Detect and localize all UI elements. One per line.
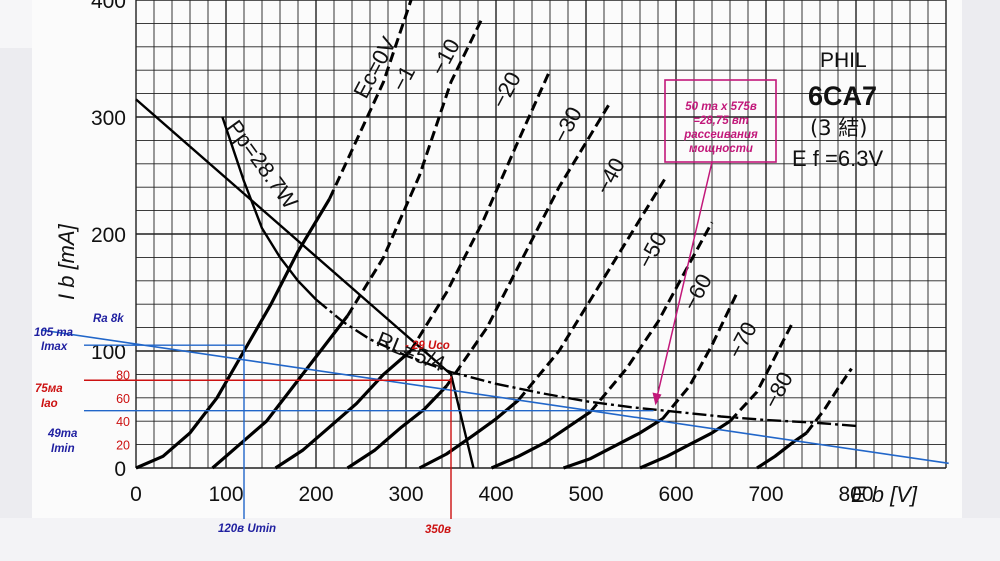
brand-label: PHIL — [820, 49, 867, 72]
dissipation-note-line-3: рассеивания — [683, 129, 758, 141]
dissipation-pointer-line — [654, 161, 713, 404]
x-axis-title: E b [V] — [851, 482, 918, 507]
imin-name-label: Imin — [51, 443, 75, 455]
imax-value-label: 105 ma — [34, 327, 74, 339]
y-axis-title: I b [mA] — [54, 223, 79, 300]
heater-voltage-label: E f =6.3V — [792, 146, 883, 171]
grid-curve-solid — [756, 431, 808, 470]
curve-label-ec-60: −60 — [677, 270, 717, 315]
blue-load-line — [40, 329, 949, 465]
curve-label-ec-40: −40 — [590, 154, 630, 199]
y-minor-tick-label: 40 — [116, 415, 130, 429]
y-tick-label: 300 — [91, 107, 126, 130]
x-tick-label: 300 — [388, 483, 423, 506]
y-minor-tick-label: 60 — [116, 392, 130, 406]
load-line — [135, 98, 475, 469]
tube-note-label: (3 結) — [810, 116, 867, 140]
bottom-margin — [0, 518, 1000, 561]
grid — [135, 0, 947, 469]
dissipation-curve-dashed — [315, 298, 857, 428]
dissipation-note-box — [664, 79, 777, 163]
grid-curve-dashed — [346, 16, 484, 317]
grid-curve-solid — [346, 384, 448, 470]
grid-curve-dashed — [517, 174, 669, 402]
y-tick-label: 200 — [91, 224, 126, 247]
grid-curve-solid — [562, 417, 664, 470]
dissipation-note-line-4: мощности — [689, 143, 753, 155]
grid-curve-dashed — [409, 69, 552, 352]
ra-label: Ra 8k — [93, 313, 124, 325]
tube-type-label: 6CA7 — [808, 81, 877, 111]
dissipation-curve-solid — [221, 116, 317, 301]
curve-label-ec-20: −20 — [486, 68, 526, 113]
y-tick-label: 400 — [91, 0, 126, 13]
x-tick-label: 400 — [478, 483, 513, 506]
grid-curve-solid — [490, 410, 592, 470]
left-margin — [0, 0, 32, 561]
imin-value-label: 49ma — [47, 428, 78, 440]
dissipation-label: Pp=28.7W — [222, 115, 303, 213]
grid-curve-dashed — [661, 291, 739, 420]
x-tick-label: 500 — [568, 483, 603, 506]
iao-value-label: 75ма — [35, 383, 63, 395]
right-margin — [962, 0, 1000, 561]
y-minor-tick-label: 80 — [116, 368, 130, 382]
left-margin-top — [0, 0, 32, 48]
curve-label-ec-1: −1 — [386, 61, 420, 95]
curve-label-ec-10: −10 — [425, 35, 465, 80]
y-minor-tick-label: 20 — [116, 439, 130, 453]
grid-curve-dashed — [445, 104, 610, 387]
grid-curve-dashed — [328, 0, 413, 200]
x-tick-label: 0 — [130, 483, 142, 506]
grid-curve-dashed — [728, 321, 795, 423]
annotation-overlay — [40, 161, 949, 519]
grid-curve-solid — [418, 398, 520, 470]
grid-curve-solid — [274, 349, 412, 470]
x-tick-label: 600 — [658, 483, 693, 506]
operating-voltage-label: 350в — [425, 524, 451, 536]
grid-curve-dashed — [805, 367, 853, 434]
dissipation-note-line-1: 50 ma x 575в — [685, 101, 757, 113]
dissipation-note-line-2: =28,75 вт — [693, 115, 749, 127]
imax-name-label: Imax — [41, 341, 68, 353]
x-tick-label: 800 — [838, 483, 873, 506]
grid-curve-solid — [135, 198, 331, 470]
axes: 0 100 200 300 400 500 600 700 800 0 100 200 300 400 20… — [91, 0, 874, 506]
umin-label: 120в Umin — [218, 523, 276, 535]
grid-bias-curves — [135, 0, 857, 470]
iao-name-label: Iao — [41, 398, 58, 410]
grid-curve-dashed — [589, 221, 714, 413]
grid-curve-solid — [211, 314, 349, 470]
x-tick-label: 200 — [298, 483, 333, 506]
x-tick-label: 100 — [208, 483, 243, 506]
y-tick-label: 0 — [114, 458, 126, 481]
y-tick-label: 100 — [91, 341, 126, 364]
curve-label-ec0: Ec=0V — [348, 33, 401, 103]
curve-label-ec-70: −70 — [722, 318, 762, 363]
bias-voltage-label: - 29 Uco — [405, 340, 450, 352]
dissipation-pointer-arrow — [652, 392, 662, 406]
x-tick-label: 700 — [748, 483, 783, 506]
